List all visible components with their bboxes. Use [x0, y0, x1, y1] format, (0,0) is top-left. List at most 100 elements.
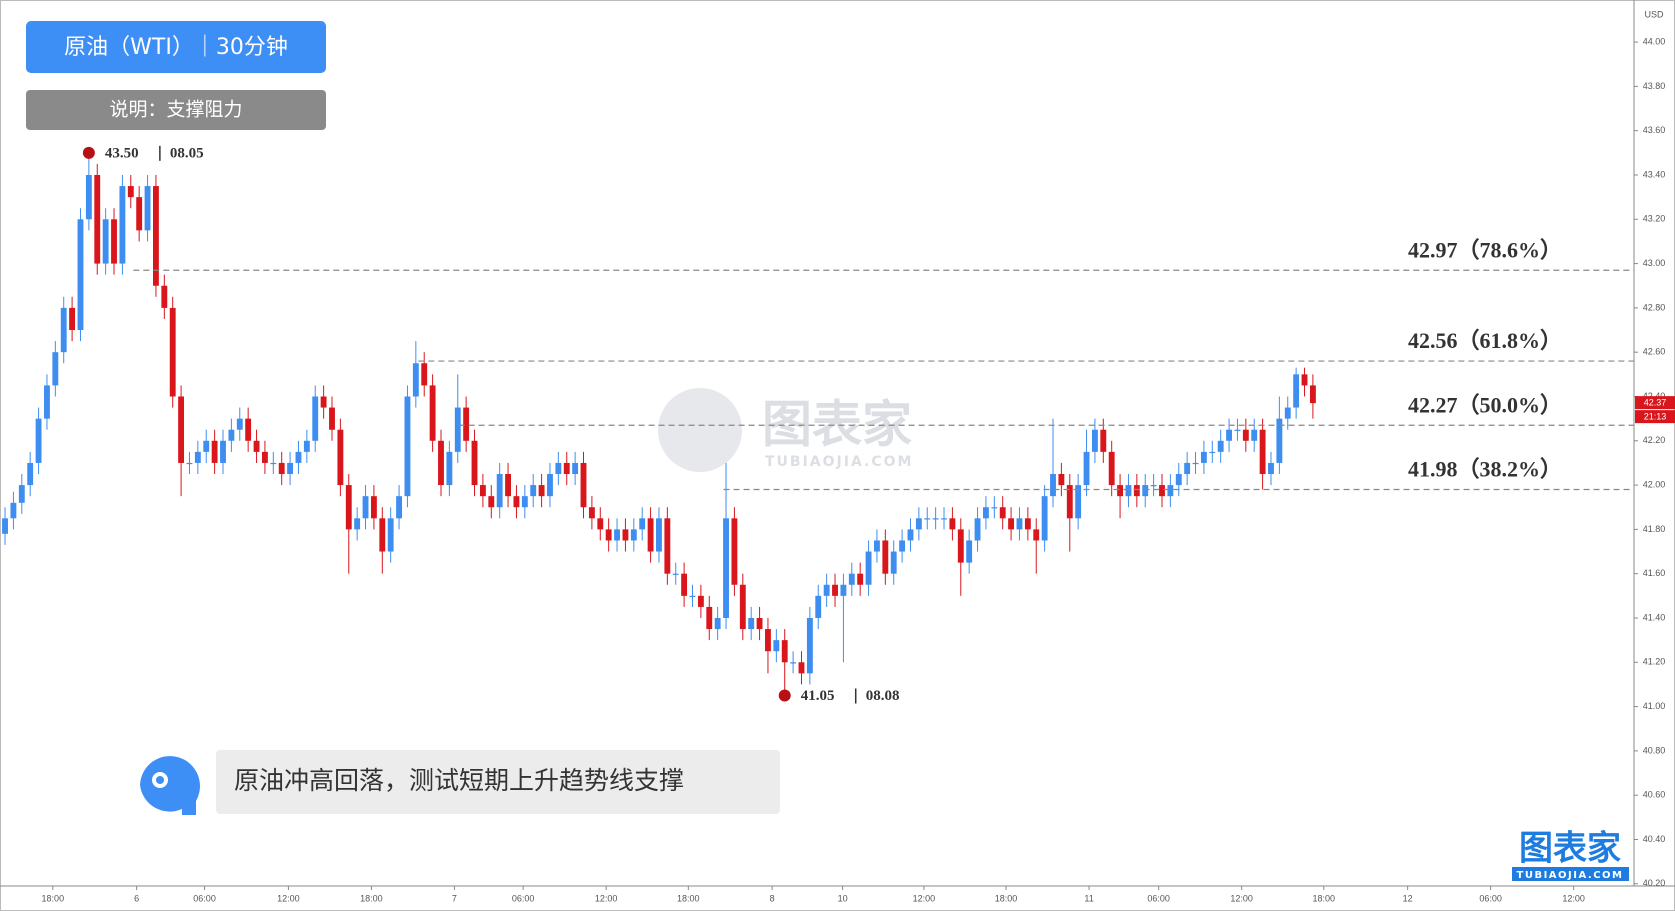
candle-body	[111, 219, 117, 264]
candle-body	[379, 518, 386, 552]
candle-body	[982, 507, 989, 519]
candle-body	[605, 529, 612, 541]
candle-body	[513, 496, 520, 508]
head-icon-pupil	[156, 776, 164, 784]
candle-body	[1133, 485, 1140, 497]
candle-body	[220, 440, 226, 463]
brand-logo: 图表家 TUBIAOJIA.COM	[1512, 829, 1629, 881]
callout-box	[216, 750, 780, 814]
watermark-icon	[658, 388, 742, 472]
y-tick-label: 42.40	[1643, 391, 1666, 401]
x-tick-label: 12:00	[913, 893, 936, 903]
candle-body	[127, 186, 134, 198]
y-tick-label: 43.60	[1643, 125, 1666, 135]
candle-body	[1200, 451, 1207, 463]
candle-body	[1150, 485, 1157, 487]
candle-body	[1192, 462, 1199, 465]
level-label: 42.97（78.6%）	[1408, 237, 1562, 262]
brand-site-box	[1512, 867, 1629, 881]
candle-body	[706, 606, 713, 630]
y-tick-label: 41.40	[1643, 612, 1666, 622]
y-tick-label: 42.20	[1643, 435, 1666, 445]
candle-body	[303, 440, 310, 452]
candle-body	[505, 474, 511, 497]
candle-body	[421, 363, 428, 386]
candle-body	[614, 529, 620, 541]
candle-body	[815, 595, 822, 618]
candle-body	[1242, 429, 1249, 441]
candle-body	[1108, 451, 1115, 486]
candle-body	[915, 518, 922, 530]
level-label: 42.27（50.0%）	[1408, 392, 1562, 417]
candle-body	[412, 363, 419, 397]
candle-body	[723, 518, 729, 618]
candle-body	[647, 518, 654, 552]
candle-body	[664, 518, 671, 574]
candle-body	[941, 518, 947, 520]
y-tick-label: 41.20	[1643, 657, 1666, 667]
x-tick-label: 12:00	[595, 893, 618, 903]
candle-body	[773, 640, 780, 652]
candle-body	[102, 219, 109, 264]
candle-body	[622, 529, 629, 541]
x-tick-label: 06:00	[512, 893, 535, 903]
candle-body	[438, 440, 444, 486]
candle-body	[563, 462, 570, 475]
extreme-date: 08.08	[866, 688, 900, 704]
brand-site: TUBIAOJIA.COM	[1517, 870, 1624, 881]
y-tick-label: 42.60	[1643, 347, 1666, 357]
candle-body	[1125, 485, 1132, 497]
x-tick-label: 18:00	[1313, 893, 1336, 903]
candle-body	[840, 584, 847, 596]
candle-body	[823, 584, 830, 596]
countdown-tag	[1635, 410, 1675, 424]
candle-body	[454, 407, 461, 452]
y-tick-label: 43.80	[1643, 81, 1666, 91]
candle-body	[161, 285, 168, 308]
y-tick-label: 40.60	[1643, 790, 1666, 800]
candle-body	[94, 174, 101, 264]
candle-body	[848, 573, 855, 585]
candle-body	[857, 573, 864, 585]
candle-body	[924, 518, 931, 520]
candle-body	[320, 396, 327, 408]
candle-body	[1033, 529, 1040, 541]
candle-body	[781, 640, 788, 663]
candle-body	[329, 407, 335, 430]
candle-body	[463, 407, 470, 441]
y-tick-label: 43.40	[1643, 169, 1666, 179]
last-price-tag	[1635, 396, 1675, 410]
candle-body	[521, 496, 528, 508]
candle-body	[572, 462, 579, 475]
candle-body	[186, 462, 193, 465]
brand-name: 图表家	[1519, 829, 1621, 869]
candle-body	[739, 584, 746, 630]
candle-body	[278, 462, 285, 475]
candle-body	[1167, 485, 1174, 497]
candle-body	[890, 551, 897, 574]
candle-body	[630, 529, 637, 541]
candle-body	[178, 396, 185, 463]
candle-body	[949, 518, 956, 530]
candle-body	[1083, 451, 1090, 486]
candle-body	[1142, 485, 1149, 497]
candle-body	[52, 352, 59, 386]
candle-body	[874, 540, 880, 552]
candle-body	[681, 573, 688, 596]
candle-body	[580, 462, 587, 508]
candle-body	[1209, 451, 1216, 454]
candle-body	[1041, 496, 1048, 541]
candle-body	[798, 662, 805, 674]
y-tick-label: 42.00	[1643, 479, 1666, 489]
candle-body	[253, 440, 260, 452]
candle-body	[530, 485, 537, 497]
candle-body	[974, 518, 981, 541]
candle-body	[697, 595, 704, 607]
callout-text: 原油冲高回落，测试短期上升趋势线支撑	[234, 766, 684, 795]
candle-body	[1066, 485, 1073, 519]
x-tick-label: 11	[1084, 893, 1093, 903]
candle-body	[153, 186, 159, 286]
x-tick-label: 12:00	[1562, 893, 1585, 903]
y-tick-label: 40.20	[1643, 878, 1666, 888]
